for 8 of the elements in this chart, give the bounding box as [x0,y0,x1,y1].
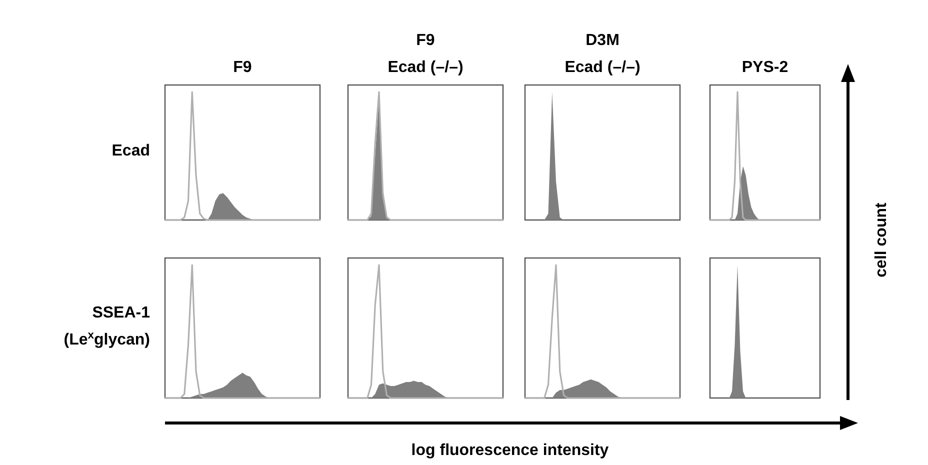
text: log fluorescence intensity [411,442,609,459]
chart-title: D3M Ecad (–/–) [564,32,640,76]
chart-title: PYS-2 [742,59,788,76]
text: cell count [873,202,890,278]
y-axis-title: SSEA-1 (Le$^{x}$glycan) [64,304,150,348]
y-axis-title: Ecad [112,142,150,160]
chart-title: F9 Ecad (–/–) [388,32,464,76]
chart-title: F9 [233,59,252,76]
